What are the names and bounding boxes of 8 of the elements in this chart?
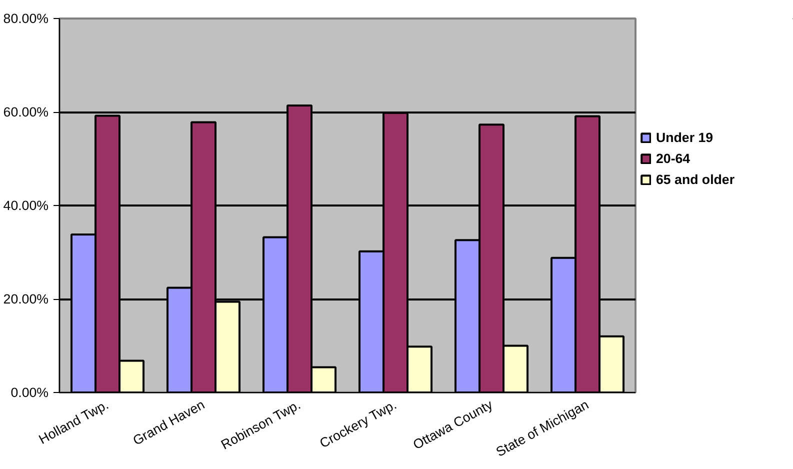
legend-label: 65 and older [656, 172, 735, 187]
y-tick-label: 40.00% [3, 198, 49, 213]
legend-label: 20-64 [656, 151, 690, 166]
y-tick-label: 80.00% [3, 11, 49, 26]
y-tick-label: 20.00% [3, 292, 49, 306]
legend-label: Under 19 [656, 130, 714, 145]
y-tick-label: 60.00% [3, 104, 49, 120]
y-tick-label: 0.00% [10, 385, 49, 400]
